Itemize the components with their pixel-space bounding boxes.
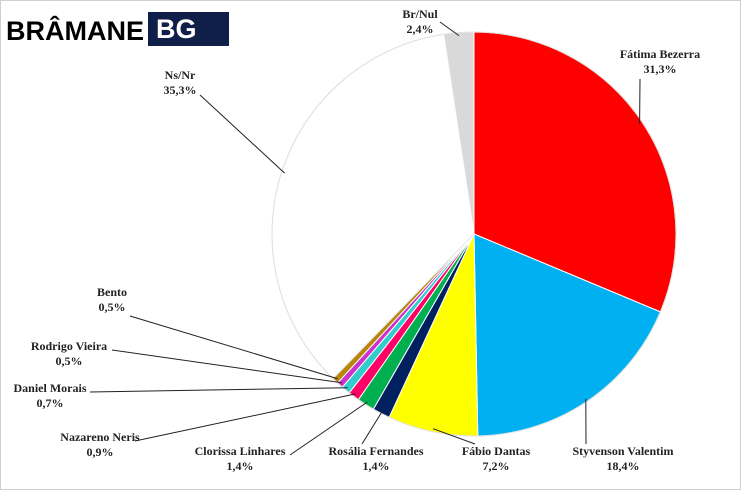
slice-label-rosalia-fernandes: Rosália Fernandes <box>328 444 423 458</box>
leader-line-rodrigo-vieira <box>111 349 343 384</box>
slice-value-br-nul: 2,4% <box>407 22 434 36</box>
slice-label-fabio-dantas: Fábio Dantas <box>462 444 531 458</box>
slice-label-ns-nr: Ns/Nr <box>165 68 196 82</box>
slice-value-daniel-morais: 0,7% <box>37 396 64 410</box>
leader-line-clorissa-linhares <box>289 401 368 456</box>
slice-value-rosalia-fernandes: 1,4% <box>363 459 390 473</box>
leader-line-nazareno-neris <box>134 393 356 442</box>
slice-value-fatima-bezerra: 31,3% <box>644 62 677 76</box>
leader-line-ns-nr <box>199 94 285 174</box>
slice-value-clorissa-linhares: 1,4% <box>227 459 254 473</box>
slice-value-styvenson-valentim: 18,4% <box>607 459 640 473</box>
brand-mark-box: BG <box>148 12 229 46</box>
slice-value-bento: 0,5% <box>99 300 126 314</box>
slice-value-nazareno-neris: 0,9% <box>87 445 114 459</box>
slice-label-br-nul: Br/Nul <box>402 7 438 21</box>
slice-label-daniel-morais: Daniel Morais <box>14 381 87 395</box>
slice-value-fabio-dantas: 7,2% <box>483 459 510 473</box>
pie-slices <box>271 31 677 437</box>
leader-lines <box>89 21 641 456</box>
slice-label-styvenson-valentim: Styvenson Valentim <box>572 444 673 458</box>
slice-label-clorissa-linhares: Clorissa Linhares <box>195 444 286 458</box>
slice-value-ns-nr: 35,3% <box>164 83 197 97</box>
slice-label-bento: Bento <box>97 285 127 299</box>
brand-logo: BRÂMANE BG <box>2 12 229 46</box>
slice-label-rodrigo-vieira: Rodrigo Vieira <box>31 339 107 353</box>
brand-mark: BG <box>156 14 197 44</box>
slice-value-rodrigo-vieira: 0,5% <box>56 354 83 368</box>
brand-wordmark: BRÂMANE <box>6 16 144 46</box>
pie-outline <box>271 31 677 437</box>
leader-line-rosalia-fernandes <box>361 410 384 445</box>
leader-line-br-nul <box>439 21 460 37</box>
slice-label-fatima-bezerra: Fátima Bezerra <box>620 47 700 61</box>
leader-line-fabio-dantas <box>432 428 476 445</box>
slice-label-nazareno-neris: Nazareno Neris <box>60 430 140 444</box>
leader-line-daniel-morais <box>89 387 348 393</box>
leader-line-bento <box>129 315 338 380</box>
